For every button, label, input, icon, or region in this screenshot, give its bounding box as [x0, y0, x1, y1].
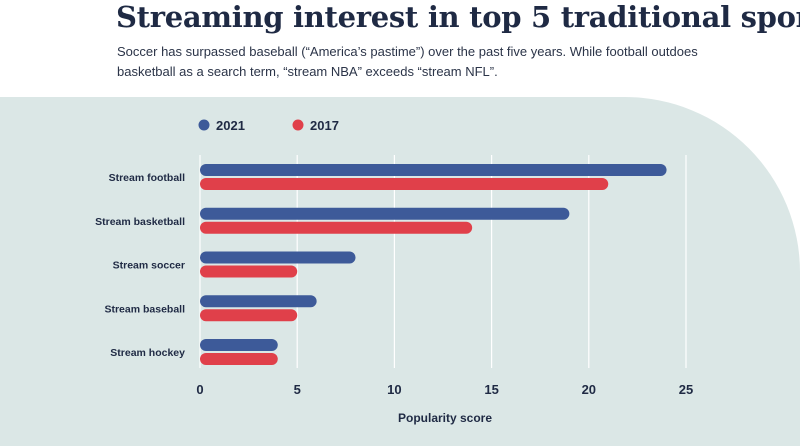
- bar-2017: [200, 221, 473, 234]
- bar-2017: [200, 178, 609, 190]
- category-label: Stream football: [109, 172, 186, 184]
- legend-marker-2017: [292, 119, 304, 131]
- bar-2021: [200, 339, 278, 351]
- bars: [200, 164, 667, 365]
- legend: 2021 2017: [198, 118, 339, 133]
- x-tick-label: 20: [582, 382, 596, 397]
- x-tick-label: 0: [196, 382, 203, 397]
- category-label: Stream basketball: [95, 216, 185, 228]
- x-tick-labels: 0 5 10 15 20 25: [196, 382, 693, 397]
- chart-title: Streaming interest in top 5 traditional …: [116, 0, 800, 34]
- bar-2017: [200, 309, 298, 322]
- gridlines: [199, 155, 687, 368]
- category-labels: Stream football Stream basketball Stream s…: [95, 172, 185, 359]
- legend-label-2017: 2017: [310, 118, 339, 133]
- bar-2017: [200, 353, 278, 365]
- bar-2017: [200, 265, 298, 278]
- bar-2021: [200, 295, 317, 308]
- category-label: Stream soccer: [113, 260, 185, 272]
- category-label: Stream hockey: [110, 347, 185, 359]
- bar-2021: [200, 164, 667, 176]
- bar-2021: [200, 251, 356, 264]
- x-tick-label: 15: [484, 382, 498, 397]
- x-tick-label: 10: [387, 382, 401, 397]
- chart-background-panel: [0, 97, 800, 446]
- x-tick-label: 25: [679, 382, 693, 397]
- legend-marker-2021: [198, 119, 210, 131]
- legend-label-2021: 2021: [216, 118, 245, 133]
- category-label: Stream baseball: [104, 303, 185, 315]
- bar-2021: [200, 207, 570, 220]
- chart-subtitle: Soccer has surpassed baseball (“America’…: [117, 44, 698, 79]
- x-axis-label: Popularity score: [398, 411, 492, 425]
- x-tick-label: 5: [294, 382, 301, 397]
